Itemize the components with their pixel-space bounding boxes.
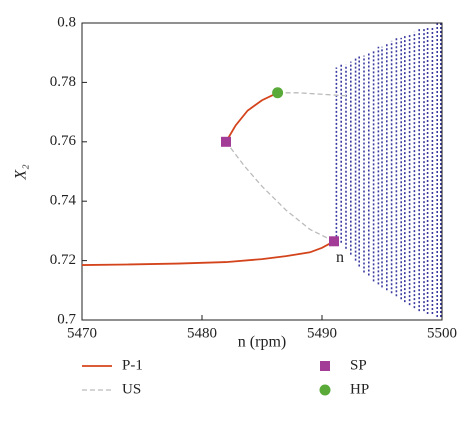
legend-label: HP [350, 381, 369, 397]
y-tick-label: 0.74 [50, 193, 77, 209]
x-tick-label: 5480 [187, 325, 217, 341]
y-tick-label: 0.76 [50, 133, 77, 149]
legend-swatch [319, 384, 331, 396]
hp-marker [272, 87, 284, 99]
legend-label: US [122, 381, 141, 397]
legend-swatch [320, 361, 330, 371]
annotation: n [336, 249, 344, 266]
x-tick-label: 5500 [427, 325, 457, 341]
sp-marker [329, 236, 339, 247]
y-tick-label: 0.7 [57, 311, 76, 327]
series-line [225, 92, 347, 242]
legend-label: P-1 [122, 357, 143, 373]
x-axis-label: n (rpm) [238, 334, 286, 351]
x-tick-label: 5470 [67, 325, 97, 341]
y-axis-label: X₂ [13, 164, 30, 181]
y-tick-label: 0.72 [50, 252, 76, 268]
legend-label: SP [350, 357, 367, 373]
sp-marker [221, 136, 231, 147]
y-tick-label: 0.78 [50, 74, 76, 90]
x-tick-label: 5490 [307, 325, 337, 341]
plot-frame [81, 22, 443, 321]
series-line [81, 91, 335, 266]
y-tick-label: 0.8 [57, 14, 76, 30]
